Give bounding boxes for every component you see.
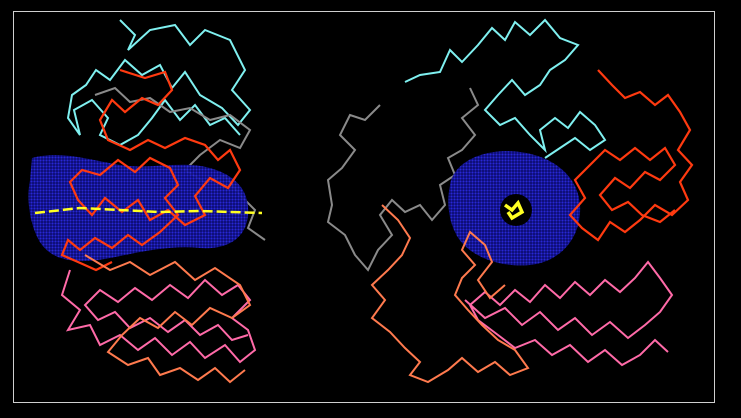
blue-surface-left [28, 155, 249, 262]
cyan-chain-right [404, 18, 607, 159]
pink-chain-right [464, 260, 674, 367]
red-chain-left [60, 68, 242, 272]
viewport-frame [13, 11, 715, 403]
blue-surface-right [448, 151, 581, 266]
salmon-chain-right [370, 204, 530, 384]
gray-chain-right [326, 87, 480, 272]
yellow-ligand-axis-left [34, 206, 263, 215]
right-molecule-view [326, 18, 694, 384]
red-chain-right [568, 69, 694, 242]
cyan-chain-left [66, 19, 252, 147]
salmon-chain-left [84, 254, 252, 384]
yellow-ligand-right [503, 199, 525, 221]
left-molecule-view [28, 19, 266, 384]
pink-chain-left [60, 269, 257, 364]
